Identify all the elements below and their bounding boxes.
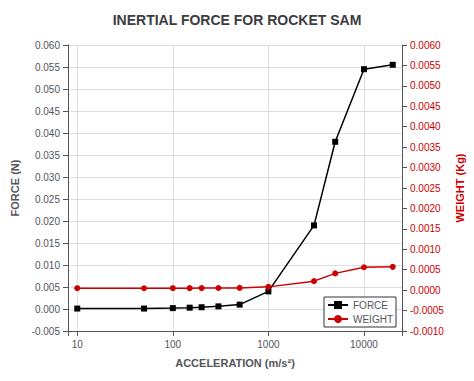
svg-text:0.0035: 0.0035 — [410, 142, 441, 153]
svg-text:0.035: 0.035 — [35, 150, 60, 161]
svg-text:0.020: 0.020 — [35, 216, 60, 227]
svg-text:-0.0010: -0.0010 — [410, 326, 444, 337]
svg-text:0.015: 0.015 — [35, 238, 60, 249]
svg-text:100: 100 — [164, 339, 181, 350]
svg-text:-0.0005: -0.0005 — [410, 305, 444, 316]
svg-text:0.0040: 0.0040 — [410, 121, 441, 132]
svg-text:10000: 10000 — [350, 339, 378, 350]
svg-text:0.0060: 0.0060 — [410, 40, 441, 51]
svg-text:0.0010: 0.0010 — [410, 244, 441, 255]
svg-text:0.0000: 0.0000 — [410, 285, 441, 296]
svg-text:0.010: 0.010 — [35, 260, 60, 271]
svg-text:FORCE (N): FORCE (N) — [9, 159, 21, 216]
svg-text:0.005: 0.005 — [35, 282, 60, 293]
svg-text:WEIGHT (Kg): WEIGHT (Kg) — [454, 153, 466, 222]
svg-text:0.0020: 0.0020 — [410, 203, 441, 214]
svg-text:0.0050: 0.0050 — [410, 80, 441, 91]
svg-text:0.0015: 0.0015 — [410, 223, 441, 234]
svg-text:0.030: 0.030 — [35, 172, 60, 183]
svg-text:0.055: 0.055 — [35, 62, 60, 73]
svg-text:-0.005: -0.005 — [32, 326, 61, 337]
svg-text:1000: 1000 — [257, 339, 280, 350]
svg-text:0.0025: 0.0025 — [410, 183, 441, 194]
svg-text:0.0055: 0.0055 — [410, 60, 441, 71]
svg-text:0.0030: 0.0030 — [410, 162, 441, 173]
svg-text:0.050: 0.050 — [35, 84, 60, 95]
svg-text:WEIGHT: WEIGHT — [353, 314, 393, 325]
svg-text:0.025: 0.025 — [35, 194, 60, 205]
svg-text:0.045: 0.045 — [35, 106, 60, 117]
svg-text:0.0045: 0.0045 — [410, 101, 441, 112]
svg-text:0.0005: 0.0005 — [410, 264, 441, 275]
svg-text:ACCELERATION (m/s²): ACCELERATION (m/s²) — [175, 357, 295, 369]
svg-text:INERTIAL FORCE FOR ROCKET SAM: INERTIAL FORCE FOR ROCKET SAM — [113, 12, 362, 28]
svg-text:10: 10 — [72, 339, 84, 350]
svg-text:0.060: 0.060 — [35, 40, 60, 51]
svg-text:FORCE: FORCE — [353, 300, 388, 311]
svg-text:0.000: 0.000 — [35, 304, 60, 315]
svg-text:0.040: 0.040 — [35, 128, 60, 139]
